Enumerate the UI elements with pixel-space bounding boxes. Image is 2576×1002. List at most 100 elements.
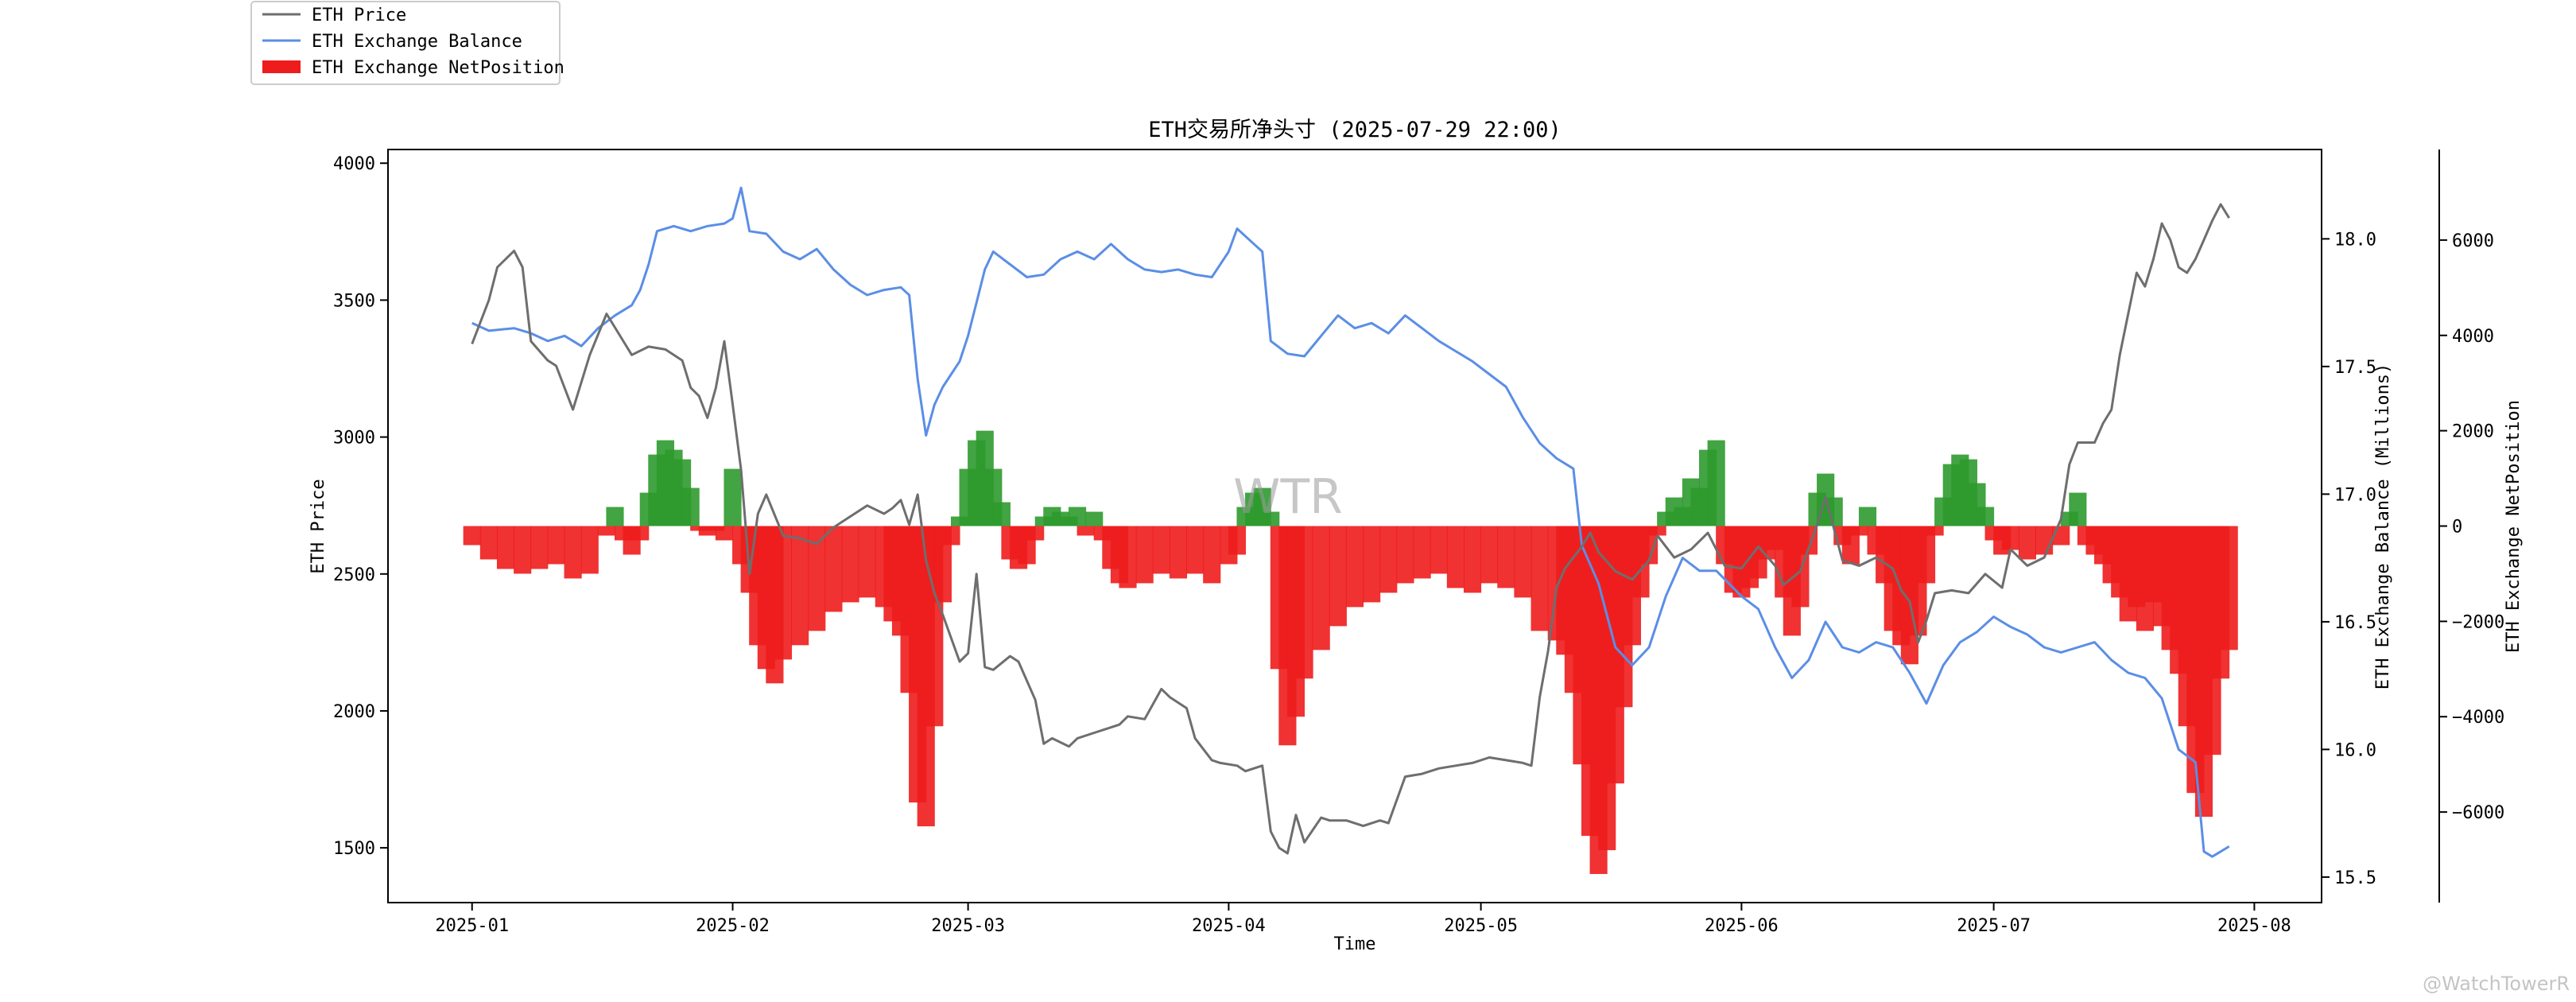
credit-text: @WatchTowerR [2423, 973, 2570, 995]
netposition-bar [1169, 526, 1188, 579]
netposition-bar [2001, 526, 2019, 550]
y-right-tick-label: 17.0 [2334, 485, 2376, 505]
netposition-bar [1858, 507, 1877, 526]
netposition-bar [514, 526, 532, 574]
netposition-bar [463, 526, 481, 546]
netposition-bar [1026, 526, 1045, 541]
y-right-tick-label: 18.0 [2334, 230, 2376, 250]
line-series-group [471, 186, 2230, 858]
netposition-bar [1119, 526, 1137, 588]
netposition-bar [2035, 526, 2054, 555]
netposition-bar [1152, 526, 1170, 574]
netposition-bar [1186, 526, 1205, 574]
netposition-bar [496, 526, 515, 569]
y-left-tick-label: 3500 [333, 291, 375, 311]
netposition-bar [791, 526, 809, 646]
y-right2-tick-label: −4000 [2452, 708, 2504, 728]
x-tick-label: 2025-04 [1192, 916, 1266, 936]
netposition-bar [479, 526, 498, 560]
netposition-bar [858, 526, 876, 598]
y-left-axis-label: ETH Price [308, 479, 328, 573]
netposition-bar [715, 526, 734, 541]
netposition-bar [1514, 526, 1532, 598]
netposition-bar [547, 526, 565, 565]
netposition-bar [1228, 526, 1247, 555]
netposition-bar [2069, 492, 2087, 526]
netposition-bar [2018, 526, 2036, 560]
y-left-tick-label: 3000 [333, 429, 375, 449]
netposition-bar [1446, 526, 1465, 588]
netposition-bar [1396, 526, 1414, 584]
y-right-tick-label: 16.5 [2334, 613, 2376, 633]
y-left-axis-ticks: 1500 2000 2500 3000 3500 4000 [333, 154, 388, 859]
netposition-bar [1530, 526, 1549, 631]
netposition-bar [1430, 526, 1448, 574]
y-left-tick-label: 4000 [333, 154, 375, 174]
netposition-bar [564, 526, 582, 579]
netposition-bar [1917, 526, 1936, 584]
y-left-tick-label: 2000 [333, 702, 375, 722]
balance-line [471, 186, 2230, 858]
y-right2-tick-label: −6000 [2452, 803, 2504, 823]
price-line [471, 203, 2230, 855]
netposition-bar [580, 526, 599, 574]
netposition-bar [1203, 526, 1221, 584]
netposition-bar [1413, 526, 1431, 579]
y-right-tick-label: 17.5 [2334, 358, 2376, 378]
y-right2-tick-label: −2000 [2452, 612, 2504, 632]
netposition-bar [1976, 507, 1995, 526]
netposition-bar [724, 468, 742, 526]
x-axis-label: Time [1334, 934, 1376, 954]
y-right2-tick-label: 6000 [2452, 231, 2494, 251]
legend-label-balance: ETH Exchange Balance [312, 32, 522, 52]
y-right2-tick-label: 0 [2452, 518, 2462, 538]
netposition-bar [1329, 526, 1347, 627]
netposition-bar [841, 526, 859, 603]
legend-swatch-netposition [262, 60, 301, 73]
netposition-bar [530, 526, 549, 569]
y-left-tick-label: 1500 [333, 839, 375, 859]
netposition-bar [1648, 526, 1666, 536]
netposition-bar [1497, 526, 1515, 588]
netposition-bar [1077, 526, 1095, 536]
y-right-tick-label: 16.0 [2334, 740, 2376, 760]
netposition-bar [1363, 526, 1381, 603]
x-axis-ticks: 2025-01 2025-02 2025-03 2025-04 2025-05 2025-… [435, 903, 2291, 936]
watermark: WTR [1233, 469, 1343, 525]
netposition-bar [942, 526, 960, 546]
netposition-bar [631, 526, 650, 541]
y-left-tick-label: 2500 [333, 565, 375, 585]
netposition-bar [1262, 511, 1280, 526]
netposition-bar [2220, 526, 2238, 651]
x-tick-label: 2025-08 [2217, 916, 2291, 936]
netposition-bar [597, 526, 615, 536]
netposition-bar [824, 526, 843, 612]
chart-title: ETH交易所净头寸 (2025-07-29 22:00) [1148, 118, 1562, 142]
x-tick-label: 2025-06 [1705, 916, 1779, 936]
netposition-bar [1312, 526, 1330, 651]
netposition-bar [681, 487, 700, 526]
legend: ETH Price ETH Exchange Balance ETH Excha… [250, 1, 564, 85]
netposition-bar [1926, 526, 1944, 536]
netposition-bar [1135, 526, 1154, 584]
netposition-bar [1295, 526, 1313, 679]
netposition-bar [1850, 526, 1868, 536]
netposition-bar [1480, 526, 1499, 584]
x-tick-label: 2025-07 [1957, 916, 2031, 936]
x-tick-label: 2025-03 [931, 916, 1005, 936]
y-right2-tick-label: 2000 [2452, 422, 2494, 442]
netposition-bar [1068, 507, 1087, 526]
y-right2-tick-label: 4000 [2452, 327, 2494, 347]
netposition-bar [1825, 497, 1843, 526]
y-right-tick-label: 15.5 [2334, 868, 2376, 888]
y-right-axis-label: ETH Exchange Balance (Millions) [2373, 363, 2393, 690]
netposition-bar [992, 502, 1011, 526]
y-right2-axis-label: ETH Exchange NetPosition [2504, 400, 2524, 653]
netposition-bar [1707, 440, 1725, 526]
netposition-bar [1379, 526, 1398, 593]
plot-frame [387, 149, 2322, 903]
netposition-bar [808, 526, 826, 631]
netposition-bar [606, 507, 624, 526]
netposition-bar [1085, 511, 1104, 526]
